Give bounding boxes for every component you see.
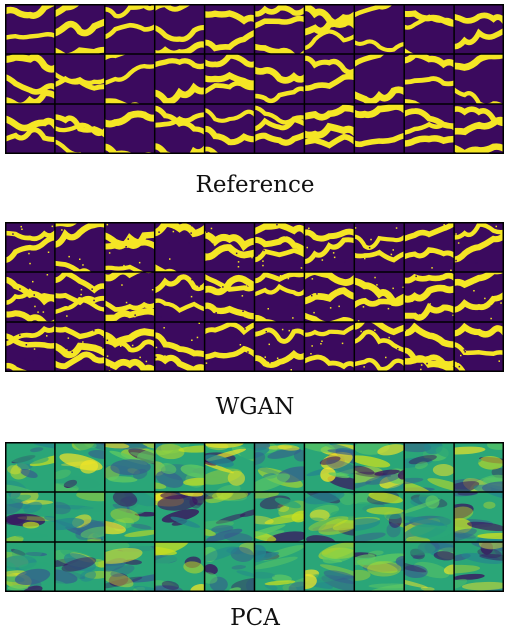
sample-tile — [104, 322, 155, 372]
sample-tile — [104, 104, 155, 154]
sample-tile — [304, 272, 355, 322]
sample-tile — [54, 272, 105, 322]
sample-tile — [454, 492, 504, 542]
sample-tile — [254, 272, 305, 322]
sample-tile — [5, 4, 55, 54]
pca-samples-grid — [5, 442, 504, 592]
sample-tile — [354, 272, 405, 322]
pca-caption: PCA — [230, 605, 280, 631]
pca-samples-image — [5, 442, 504, 592]
reference-samples-grid — [5, 4, 504, 154]
sample-tile — [304, 4, 355, 54]
sample-tile — [5, 104, 55, 154]
sample-tile — [5, 492, 55, 542]
sample-tile — [404, 322, 455, 372]
sample-tile — [5, 442, 55, 492]
wgan-samples-grid — [5, 222, 504, 372]
sample-tile — [404, 442, 455, 492]
sample-tile — [104, 542, 155, 592]
sample-tile — [304, 322, 355, 372]
sample-tile — [454, 222, 504, 272]
sample-tile — [304, 542, 355, 592]
sample-tile — [5, 542, 55, 592]
sample-tile — [154, 4, 205, 54]
sample-tile — [204, 322, 255, 372]
sample-tile — [404, 4, 455, 54]
sample-tile — [154, 104, 205, 154]
sample-tile — [5, 54, 55, 104]
sample-tile — [54, 54, 105, 104]
sample-tile — [204, 272, 255, 322]
sample-tile — [404, 542, 455, 592]
sample-tile — [254, 322, 305, 372]
sample-tile — [204, 222, 255, 272]
sample-tile — [54, 322, 105, 372]
sample-tile — [54, 542, 105, 592]
sample-tile — [304, 104, 355, 154]
reference-samples-image — [5, 4, 504, 154]
sample-tile — [154, 272, 205, 322]
sample-tile — [454, 4, 504, 54]
sample-tile — [104, 222, 155, 272]
sample-tile — [404, 54, 455, 104]
sample-tile — [304, 54, 355, 104]
sample-tile — [354, 542, 405, 592]
sample-tile — [5, 222, 55, 272]
sample-tile — [354, 104, 405, 154]
sample-tile — [104, 272, 155, 322]
sample-tile — [404, 222, 455, 272]
sample-tile — [254, 104, 305, 154]
sample-tile — [54, 4, 105, 54]
sample-tile — [304, 222, 355, 272]
sample-tile — [254, 222, 305, 272]
sample-tile — [354, 322, 405, 372]
sample-tile — [404, 272, 455, 322]
sample-tile — [5, 322, 55, 372]
sample-tile — [454, 54, 504, 104]
sample-tile — [354, 4, 405, 54]
wgan-caption: WGAN — [215, 394, 295, 420]
sample-tile — [254, 54, 305, 104]
sample-tile — [354, 222, 405, 272]
sample-tile — [5, 272, 55, 322]
sample-tile — [104, 442, 155, 492]
sample-tile — [354, 492, 405, 542]
sample-tile — [404, 104, 455, 154]
sample-tile — [404, 492, 455, 542]
sample-tile — [204, 4, 255, 54]
sample-tile — [454, 322, 504, 372]
sample-tile — [454, 442, 504, 492]
sample-tile — [154, 222, 205, 272]
sample-tile — [54, 222, 105, 272]
sample-tile — [254, 442, 305, 492]
sample-tile — [104, 4, 155, 54]
sample-tile — [204, 442, 255, 492]
sample-tile — [104, 54, 155, 104]
sample-tile — [54, 104, 105, 154]
sample-tile — [204, 54, 255, 104]
sample-tile — [254, 4, 305, 54]
sample-tile — [154, 54, 205, 104]
sample-tile — [354, 54, 405, 104]
sample-tile — [204, 104, 255, 154]
sample-tile — [454, 272, 504, 322]
wgan-samples-image — [5, 222, 504, 372]
reference-caption: Reference — [195, 172, 315, 198]
sample-tile — [54, 492, 105, 542]
sample-tile — [154, 322, 205, 372]
sample-tile — [454, 104, 504, 154]
